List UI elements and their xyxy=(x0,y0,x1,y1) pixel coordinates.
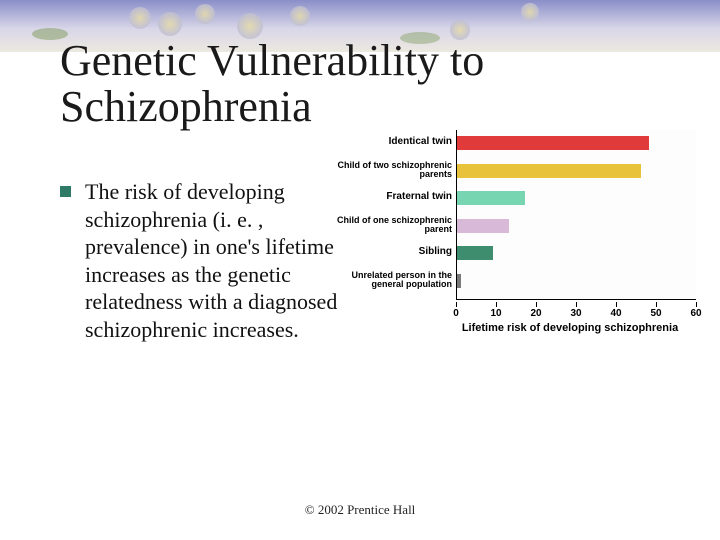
chart-y-label: Child of two schizophrenic parents xyxy=(322,161,452,180)
chart-bar xyxy=(457,246,493,260)
copyright-notice: © 2002 Prentice Hall xyxy=(0,502,720,518)
chart-y-label: Child of one schizophrenic parent xyxy=(322,216,452,235)
chart-bar xyxy=(457,274,461,288)
chart-x-label: Lifetime risk of developing schizophreni… xyxy=(420,322,720,334)
bullet-marker-icon xyxy=(60,186,71,197)
chart-y-label: Identical twin xyxy=(322,137,452,148)
bullet-text: The risk of developing schizophrenia (i.… xyxy=(85,178,356,343)
chart-bar xyxy=(457,219,509,233)
chart-bar xyxy=(457,136,649,150)
chart-bar xyxy=(457,164,641,178)
chart-y-label: Fraternal twin xyxy=(322,192,452,203)
risk-bar-chart: Identical twinChild of two schizophrenic… xyxy=(340,130,708,350)
chart-y-label: Unrelated person in the general populati… xyxy=(322,271,452,290)
chart-y-labels: Identical twinChild of two schizophrenic… xyxy=(340,130,454,300)
bullet-item: The risk of developing schizophrenia (i.… xyxy=(60,178,356,343)
slide-title: Genetic Vulnerability to Schizophrenia xyxy=(60,38,720,130)
chart-plot-area xyxy=(456,130,696,300)
chart-y-label: Sibling xyxy=(322,247,452,258)
chart-bar xyxy=(457,191,525,205)
